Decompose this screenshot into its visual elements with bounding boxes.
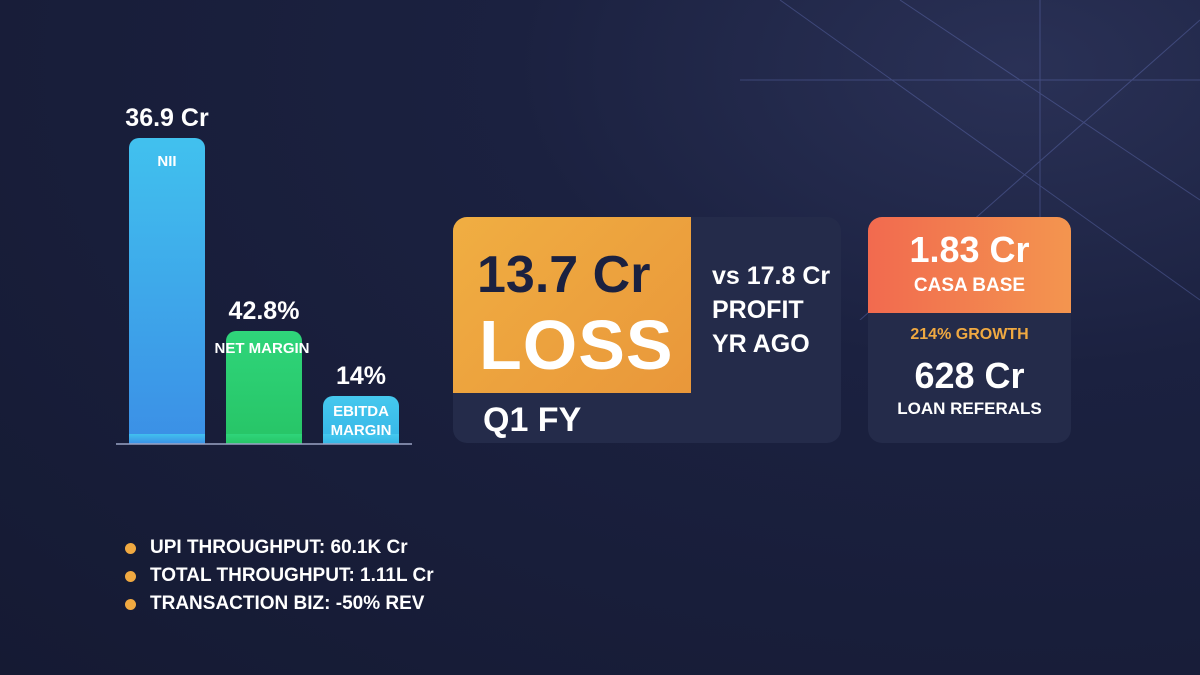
compare-line: YR AGO bbox=[712, 330, 810, 358]
bar-base bbox=[129, 434, 205, 444]
loss-period: Q1 FY bbox=[483, 401, 582, 439]
casa-highlight: 1.83 Cr CASA BASE bbox=[868, 217, 1071, 313]
bar-value-label: 42.8% bbox=[229, 297, 300, 325]
bar-category-label: NET MARGIN bbox=[215, 340, 310, 357]
loan-referrals-label: LOAN REFERALS bbox=[897, 399, 1042, 418]
decorative-grid-lines bbox=[740, 0, 1200, 320]
list-item: UPI THROUGHPUT: 60.1K Cr bbox=[125, 534, 434, 562]
loss-highlight: 13.7 Cr LOSS bbox=[453, 217, 691, 393]
list-item-text: UPI THROUGHPUT: 60.1K Cr bbox=[150, 537, 408, 558]
bar-value-label: 14% bbox=[336, 362, 386, 390]
bar-category-label: MARGIN bbox=[331, 422, 392, 439]
casa-card: 1.83 Cr CASA BASE 214% GROWTH 628 Cr LOA… bbox=[868, 217, 1071, 443]
bullet-dot-icon bbox=[125, 542, 136, 554]
throughput-list: UPI THROUGHPUT: 60.1K Cr TOTAL THROUGHPU… bbox=[125, 534, 434, 618]
metrics-bar-chart: 36.9 Cr NII 42.8% NET MARGIN 14% EBITDA MARGIN bbox=[116, 104, 412, 445]
list-item: TOTAL THROUGHPUT: 1.11L Cr bbox=[125, 562, 434, 590]
bar-net-margin bbox=[226, 331, 302, 444]
list-item-text: TRANSACTION BIZ: -50% REV bbox=[150, 593, 425, 614]
bar-base bbox=[323, 434, 399, 444]
list-item: TRANSACTION BIZ: -50% REV bbox=[125, 590, 434, 618]
bullet-dot-icon bbox=[125, 598, 136, 610]
bar-category-label: NII bbox=[157, 153, 176, 170]
list-item-text: TOTAL THROUGHPUT: 1.11L Cr bbox=[150, 565, 434, 586]
casa-growth: 214% GROWTH bbox=[910, 326, 1029, 343]
casa-value: 1.83 Cr bbox=[909, 229, 1030, 270]
bar-nii bbox=[129, 138, 205, 444]
loan-referrals-value: 628 Cr bbox=[914, 355, 1025, 396]
bar-value-label: 36.9 Cr bbox=[125, 104, 209, 132]
loss-card: 13.7 Cr LOSS Q1 FY vs 17.8 Cr PROFIT YR … bbox=[453, 217, 841, 443]
bar-ebitda-margin bbox=[323, 396, 399, 444]
compare-line: vs 17.8 Cr bbox=[712, 262, 831, 290]
bar-category-label: EBITDA bbox=[333, 403, 389, 420]
bullet-dot-icon bbox=[125, 570, 136, 582]
loss-value: 13.7 Cr bbox=[477, 246, 651, 304]
loss-comparison: vs 17.8 Cr PROFIT YR AGO bbox=[712, 259, 830, 361]
casa-label: CASA BASE bbox=[913, 275, 1026, 296]
loss-word: LOSS bbox=[479, 306, 674, 384]
bar-base bbox=[226, 434, 302, 444]
compare-line: PROFIT bbox=[712, 296, 804, 324]
